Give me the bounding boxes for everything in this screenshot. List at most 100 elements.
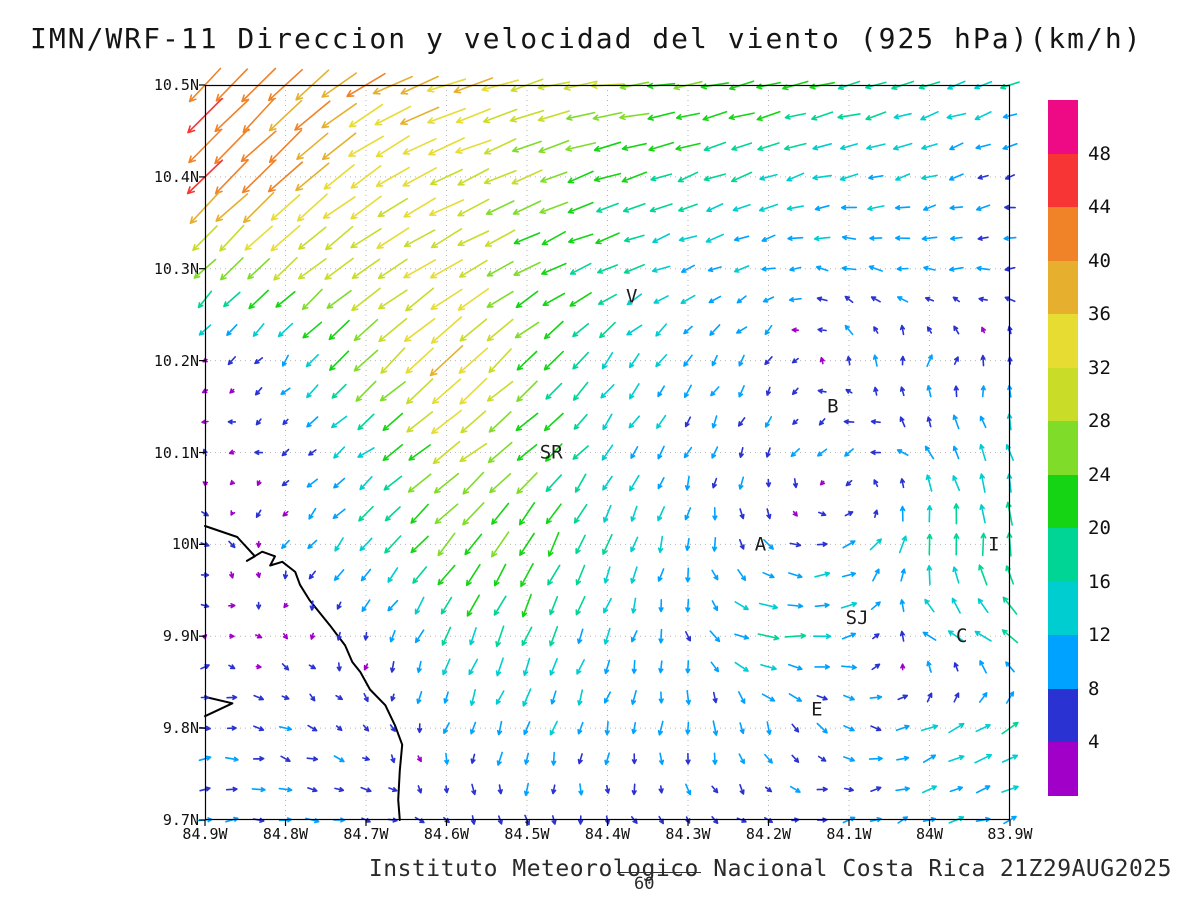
wind-arrow [511,169,543,185]
lat-tick-label: 10.3N [153,259,199,278]
wind-arrow [577,628,584,644]
wind-arrow [626,293,642,306]
wind-arrow [839,173,859,182]
wind-arrow [280,755,291,762]
wind-arrow [495,690,505,705]
wind-arrow [469,689,476,706]
wind-arrow [329,350,350,371]
wind-arrow [283,602,289,609]
wind-arrow [818,418,826,426]
wind-arrow [870,725,882,732]
wind-arrow [764,416,773,428]
wind-arrow [758,203,779,212]
wind-arrow [308,570,316,580]
wind-arrow [817,755,827,762]
wind-arrow [255,664,262,670]
wind-arrow [256,480,262,486]
underline-mark [617,872,701,873]
wind-arrow [513,261,541,276]
wind-arrow [976,265,990,271]
wind-arrow [353,349,379,372]
wind-arrow [791,327,800,333]
colorbar-label: 40 [1088,249,1111,272]
wind-arrow [268,99,303,132]
wind-arrow [305,354,319,368]
wind-arrow [899,505,906,522]
wind-arrow [846,355,852,366]
wind-arrow [470,721,477,735]
wind-arrow [539,201,569,214]
wind-arrow [974,111,992,121]
wind-arrow [541,262,567,275]
wind-arrow [952,445,960,460]
wind-arrow [326,289,352,309]
lat-tick-label: 10.4N [153,167,199,186]
colorbar-segment [1048,260,1078,315]
wind-arrow [953,662,959,672]
wind-arrow [298,258,327,280]
wind-arrow [301,288,323,311]
wind-arrow [348,135,384,157]
wind-arrow [267,161,304,193]
wind-arrow [843,694,855,701]
forecast-hour-label: 60 [634,874,655,894]
wind-arrow [896,449,909,456]
wind-arrow [757,142,780,152]
wind-arrow [926,533,933,556]
wind-arrow [357,447,375,458]
wind-arrow [417,755,422,763]
wind-arrow [543,350,564,371]
wind-arrow [390,661,396,673]
wind-arrow [924,296,935,302]
wind-arrow [924,445,935,460]
wind-arrow [524,752,530,765]
colorbar-label: 12 [1088,624,1111,647]
wind-arrow [551,784,557,795]
wind-arrow [920,724,939,732]
wind-arrow [521,593,532,618]
wind-arrow [867,205,885,211]
wind-arrow [897,694,908,701]
wind-arrow [926,416,932,428]
wind-arrow [466,594,480,617]
lon-tick-label: 84.8W [262,825,309,843]
wind-arrow [630,446,639,459]
wind-arrow [593,172,622,183]
wind-arrow [227,419,237,425]
wind-arrow [575,564,586,586]
wind-arrow [223,291,241,308]
wind-arrow [229,479,236,486]
wind-arrow [739,784,745,795]
wind-arrow [493,563,507,587]
wind-arrow [359,537,373,552]
wind-arrow [406,411,434,433]
wind-arrow [738,447,744,458]
wind-arrow [737,417,746,427]
wind-arrow [332,508,346,519]
wind-arrow [572,322,590,338]
colorbar-segment [1048,742,1078,796]
wind-arrow [377,258,408,279]
wind-arrow [441,626,452,646]
wind-arrow [302,321,323,339]
wind-arrow [736,326,748,334]
city-label: E [811,699,822,721]
wind-arrow [655,354,668,368]
wind-arrow [948,722,965,734]
wind-arrow [926,692,933,703]
wind-arrow [537,110,570,122]
wind-arrow [926,385,932,398]
wind-arrow [253,694,264,701]
wind-arrow [658,599,664,613]
wind-arrow [764,753,773,764]
wind-arrow [872,354,878,367]
wind-arrow [459,442,488,463]
wind-arrow [899,478,906,489]
wind-arrow [734,601,749,611]
wind-arrow [619,112,650,121]
wind-arrow [549,596,559,616]
wind-arrow [414,629,425,644]
wind-arrow [483,108,518,124]
wind-arrow [734,661,749,672]
wind-arrow [871,663,881,671]
